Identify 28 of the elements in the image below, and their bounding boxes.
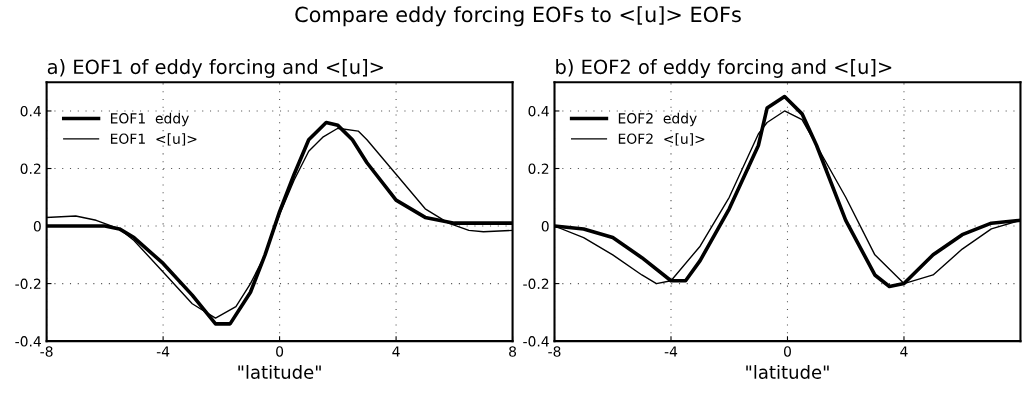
- x-tick-label: 4: [392, 346, 400, 357]
- chart-title: b) EOF2 of eddy forcing and <[u]>: [556, 59, 892, 78]
- y-tick-label: 0: [541, 221, 549, 232]
- x-tick-label: -8: [548, 346, 561, 357]
- legend-label: EOF2 eddy: [618, 112, 697, 127]
- y-tick-label: 0: [33, 221, 41, 232]
- x-tick-label: -4: [156, 346, 170, 357]
- y-tick-label: -0.2: [523, 278, 549, 290]
- y-tick-label: -0.4: [523, 336, 549, 347]
- legend-label: EOF2 <[u]>: [618, 133, 705, 146]
- y-tick-label: 0.2: [20, 163, 41, 174]
- legend-label: EOF1 <[u]>: [110, 133, 197, 146]
- x-axis-title: "latitude": [238, 364, 321, 379]
- y-tick-label: 0.2: [528, 163, 549, 174]
- x-tick-label: 4: [900, 346, 908, 357]
- x-tick-label: 0: [783, 346, 791, 357]
- x-tick-label: 8: [509, 346, 517, 357]
- y-tick-label: -0.4: [15, 336, 41, 347]
- y-tick-label: 0.4: [528, 105, 549, 117]
- legend-label: EOF1 eddy: [110, 112, 189, 127]
- chart-title: a) EOF1 of eddy forcing and <[u]>: [47, 59, 383, 78]
- x-tick-label: 0: [276, 346, 284, 357]
- x-tick-label: -8: [40, 346, 53, 357]
- text: Compare eddy forcing EOFs to <[u]> EOFs: [295, 6, 741, 27]
- y-tick-label: -0.2: [15, 278, 41, 290]
- y-tick-label: 0.4: [20, 105, 41, 117]
- x-tick-label: -4: [664, 346, 678, 357]
- x-axis-title: "latitude": [746, 364, 829, 379]
